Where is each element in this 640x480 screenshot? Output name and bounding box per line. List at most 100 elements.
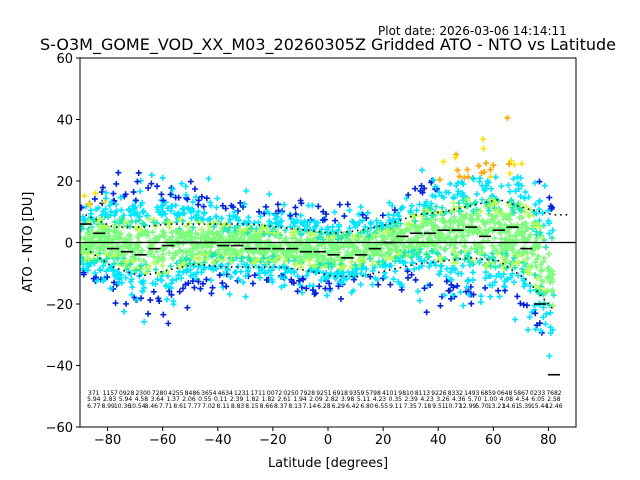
data-point (115, 169, 122, 176)
data-point (291, 258, 298, 265)
data-point (434, 249, 441, 256)
data-point (287, 212, 294, 219)
data-point (351, 276, 358, 283)
data-point (502, 222, 509, 229)
bin-stat-counts: 1493 (464, 390, 479, 397)
data-point (503, 250, 510, 257)
data-point (459, 220, 466, 227)
data-point (96, 245, 103, 252)
data-point (547, 324, 554, 331)
data-point (237, 268, 244, 275)
data-point (350, 287, 357, 294)
data-point (423, 251, 430, 258)
bin-stat-counts: 1231 (234, 390, 249, 397)
data-point (316, 283, 323, 290)
data-point (133, 267, 140, 274)
data-point (106, 250, 113, 257)
data-point (545, 265, 552, 272)
data-point (486, 282, 493, 289)
data-point (192, 235, 199, 242)
bin-stat-row2: 3.64 (151, 396, 165, 403)
data-point (182, 183, 189, 190)
data-point (383, 256, 390, 263)
data-point (434, 224, 441, 231)
data-point (369, 281, 376, 288)
data-point (534, 220, 541, 227)
data-point (532, 326, 539, 333)
data-point (247, 233, 254, 240)
data-point (489, 212, 496, 219)
bin-statistics: 371 1157 0928 2300 7280 4255 8486 3654 4634 1231 1… (87, 390, 563, 410)
data-point (180, 229, 187, 236)
data-point (492, 264, 499, 271)
data-point (184, 304, 191, 311)
data-point (182, 191, 189, 198)
data-point (166, 249, 173, 256)
data-point (549, 287, 556, 294)
data-point (307, 232, 314, 239)
data-point (547, 309, 554, 316)
data-point (306, 282, 313, 289)
data-point (294, 288, 301, 295)
bin-stat-row3: 6.42 (346, 403, 360, 410)
data-point (169, 202, 176, 209)
bin-stat-row2: 3.26 (436, 396, 450, 403)
data-point (270, 253, 277, 260)
data-point (502, 229, 509, 236)
data-point (100, 247, 107, 254)
data-point (437, 244, 444, 251)
data-point (180, 240, 187, 247)
bin-stat-counts: 4255 (168, 390, 183, 397)
data-point (546, 353, 553, 360)
data-point (470, 291, 477, 298)
data-point (532, 201, 539, 208)
data-point (228, 258, 235, 265)
data-point (168, 284, 175, 291)
data-point (467, 201, 474, 208)
data-point (536, 223, 543, 230)
data-point (140, 257, 147, 264)
data-point (443, 223, 450, 230)
data-point (533, 210, 540, 217)
bin-stat-row2: 2.39 (230, 396, 244, 403)
bin-stat-row3: 8.15 (245, 403, 259, 410)
data-point (159, 174, 166, 181)
data-point (518, 160, 525, 167)
data-point (136, 213, 143, 220)
data-point (421, 285, 428, 292)
data-point (525, 234, 532, 241)
data-point (546, 275, 553, 282)
data-point (274, 220, 281, 227)
data-point (501, 283, 508, 290)
data-point (318, 277, 325, 284)
data-point (102, 189, 109, 196)
data-point (412, 224, 419, 231)
data-point (80, 224, 84, 231)
data-point (289, 252, 296, 259)
data-point (182, 281, 189, 288)
data-point (423, 309, 430, 316)
data-point (488, 202, 495, 209)
data-point (481, 221, 488, 228)
data-point (355, 238, 362, 245)
data-point (521, 280, 528, 287)
data-point (348, 264, 355, 271)
data-point (256, 208, 263, 215)
data-point (110, 190, 117, 197)
data-point (361, 256, 368, 263)
data-point (141, 222, 148, 229)
data-point (411, 266, 418, 273)
data-point (422, 206, 429, 213)
data-point (242, 293, 249, 300)
data-point (329, 238, 336, 245)
data-point (116, 271, 123, 278)
data-point (501, 244, 508, 251)
data-point (315, 268, 322, 275)
data-point (111, 252, 118, 259)
data-point (455, 218, 462, 225)
data-point (413, 251, 420, 258)
data-point (387, 254, 394, 261)
data-point (487, 166, 494, 173)
data-point (421, 201, 428, 208)
data-point (308, 267, 315, 274)
